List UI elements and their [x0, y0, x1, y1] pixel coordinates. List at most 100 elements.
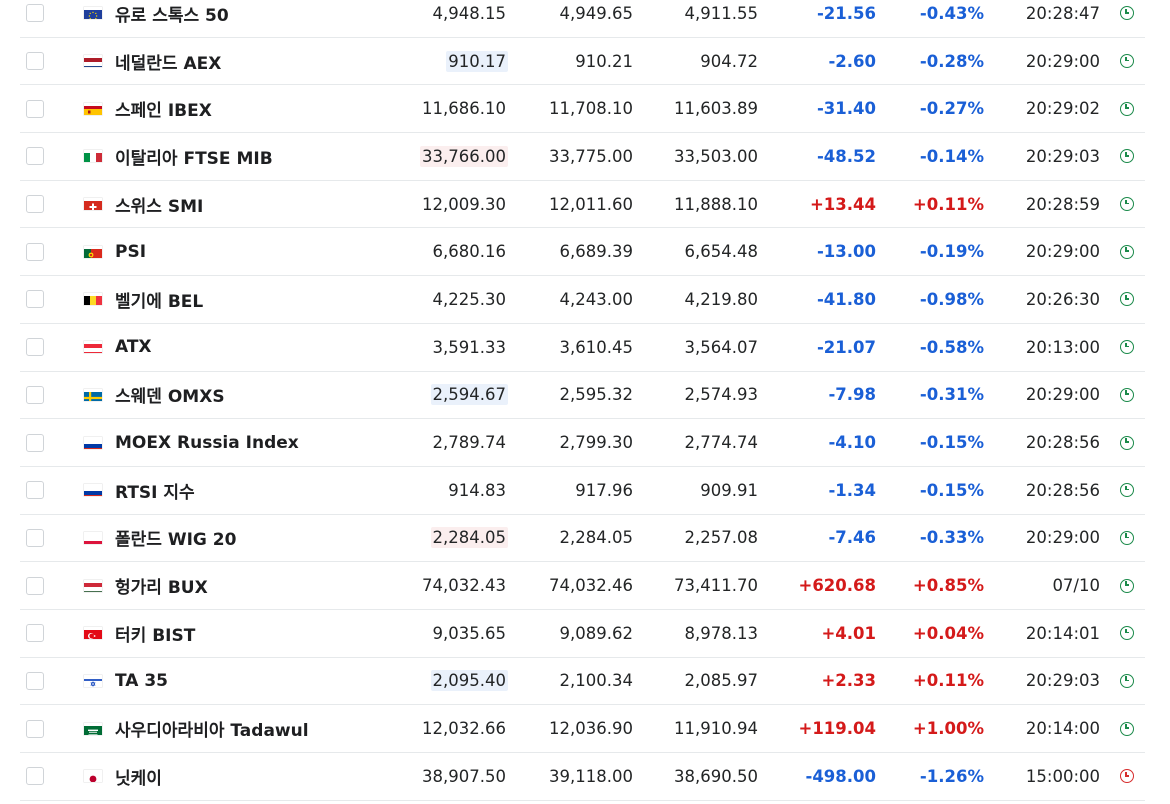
- table-row[interactable]: MOEX Russia Index 2,789.74 2,799.30 2,774.7…: [20, 419, 1145, 467]
- row-checkbox[interactable]: [26, 719, 44, 738]
- table-row[interactable]: 네덜란드 AEX 910.17 910.21 904.72 -2.60 -0.28% 20:…: [20, 38, 1145, 86]
- index-name-link[interactable]: 네덜란드 AEX: [115, 53, 222, 74]
- index-name-link[interactable]: 헝가리 BUX: [115, 578, 208, 599]
- change-percent: -0.28%: [919, 51, 984, 71]
- table-row[interactable]: ATX 3,591.33 3,610.45 3,564.07 -21.07 -0.58% 2…: [20, 324, 1145, 372]
- last-price-value: 38,907.50: [422, 766, 506, 786]
- high-price: 11,708.10: [549, 99, 633, 119]
- change-value: -13.00: [816, 242, 876, 262]
- change-percent: +0.04%: [912, 623, 984, 643]
- change-value: -21.07: [816, 337, 876, 357]
- index-name-link[interactable]: RTSI 지수: [115, 482, 195, 503]
- open-clock-icon: [1120, 435, 1134, 450]
- high-price: 2,595.32: [559, 385, 633, 405]
- high-price: 2,100.34: [559, 671, 633, 691]
- index-name-link[interactable]: PSI: [115, 241, 147, 262]
- row-checkbox[interactable]: [26, 767, 44, 786]
- row-checkbox-cell: [26, 610, 48, 657]
- table-row[interactable]: 유로 스톡스 50 4,948.15 4,949.65 4,911.55 -21.56 -…: [20, 0, 1145, 38]
- index-name-link[interactable]: 사우디아라비아 Tadawul: [115, 721, 309, 742]
- last-price: 2,594.67: [368, 372, 508, 419]
- row-checkbox[interactable]: [26, 290, 44, 309]
- index-name-link[interactable]: ATX: [115, 337, 152, 358]
- table-row[interactable]: 사우디아라비아 Tadawul 12,032.66 12,036.90 11,910.…: [20, 705, 1145, 753]
- table-row[interactable]: 스위스 SMI 12,009.30 12,011.60 11,888.10 +13.44…: [20, 181, 1145, 229]
- table-row[interactable]: 닛케이 38,907.50 39,118.00 38,690.50 -498.00 -1.…: [20, 753, 1145, 801]
- last-price: 910.17: [368, 38, 508, 85]
- table-row[interactable]: TA 35 2,095.40 2,100.34 2,085.97 +2.33 +0.11%…: [20, 658, 1145, 706]
- low-price: 4,911.55: [684, 3, 758, 23]
- flag-cell: [84, 753, 102, 800]
- index-name-link[interactable]: 터키 BIST: [115, 625, 196, 646]
- row-checkbox[interactable]: [26, 52, 44, 71]
- row-checkbox[interactable]: [26, 4, 44, 23]
- row-checkbox[interactable]: [26, 433, 44, 452]
- table-row[interactable]: 스웨덴 OMXS 2,594.67 2,595.32 2,574.93 -7.98 -0.…: [20, 372, 1145, 420]
- market-status-cell: [1120, 753, 1138, 800]
- high-price: 12,036.90: [549, 719, 633, 739]
- row-checkbox[interactable]: [26, 671, 44, 690]
- flag-cell: [84, 705, 102, 752]
- low-price: 38,690.50: [674, 766, 758, 786]
- index-name-link[interactable]: TA 35: [115, 670, 169, 691]
- high-price: 74,032.46: [549, 576, 633, 596]
- update-time: 20:29:03: [1025, 671, 1100, 691]
- update-time: 20:28:56: [1025, 480, 1100, 500]
- index-name-link[interactable]: 이탈리아 FTSE MIB: [115, 148, 273, 169]
- row-checkbox-cell: [26, 38, 48, 85]
- table-row[interactable]: RTSI 지수 914.83 917.96 909.91 -1.34 -0.15% 20:2…: [20, 467, 1145, 515]
- row-checkbox[interactable]: [26, 195, 44, 214]
- row-checkbox[interactable]: [26, 242, 44, 261]
- index-name-link[interactable]: 스위스 SMI: [115, 196, 204, 217]
- index-name-link[interactable]: 스웨덴 OMXS: [115, 387, 225, 408]
- change-percent: -0.27%: [919, 99, 984, 119]
- row-checkbox-cell: [26, 467, 48, 514]
- high-price: 33,775.00: [549, 146, 633, 166]
- index-name-link[interactable]: 스페인 IBEX: [115, 101, 212, 122]
- flag-cell: [84, 562, 102, 609]
- open-clock-icon: [1120, 149, 1134, 164]
- low-price: 3,564.07: [684, 337, 758, 357]
- row-checkbox[interactable]: [26, 338, 44, 357]
- table-row[interactable]: 헝가리 BUX 74,032.43 74,032.46 73,411.70 +620.6…: [20, 562, 1145, 610]
- hungary-flag: [84, 580, 102, 592]
- row-checkbox[interactable]: [26, 385, 44, 404]
- low-price: 2,085.97: [684, 671, 758, 691]
- index-name-link[interactable]: 유로 스톡스 50: [115, 5, 229, 26]
- sweden-flag: [84, 389, 102, 401]
- table-row[interactable]: 스페인 IBEX 11,686.10 11,708.10 11,603.89 -31.4…: [20, 85, 1145, 134]
- last-price-value: 6,680.16: [432, 242, 506, 262]
- last-price: 6,680.16: [368, 228, 508, 275]
- flag-cell: [84, 467, 102, 514]
- row-checkbox[interactable]: [26, 147, 44, 166]
- table-row[interactable]: 이탈리아 FTSE MIB 33,766.00 33,775.00 33,503.00…: [20, 133, 1145, 181]
- open-clock-icon: [1120, 292, 1134, 307]
- market-status-cell: [1120, 0, 1138, 37]
- index-name-link[interactable]: 폴란드 WIG 20: [115, 530, 237, 551]
- row-checkbox[interactable]: [26, 99, 44, 118]
- saudi-arabia-flag: [84, 723, 102, 735]
- last-price-value: 12,009.30: [422, 194, 506, 214]
- row-checkbox[interactable]: [26, 481, 44, 500]
- last-price: 4,948.15: [368, 0, 508, 37]
- row-checkbox[interactable]: [26, 576, 44, 595]
- change-percent: -0.43%: [919, 3, 984, 23]
- last-price-value: 74,032.43: [422, 576, 506, 596]
- open-clock-icon: [1120, 530, 1134, 545]
- index-name-link[interactable]: 벨기에 BEL: [115, 291, 204, 312]
- row-checkbox[interactable]: [26, 624, 44, 643]
- market-status-cell: [1120, 372, 1138, 419]
- table-row[interactable]: 터키 BIST 9,035.65 9,089.62 8,978.13 +4.01 +0.0…: [20, 610, 1145, 658]
- last-price: 38,907.50: [368, 753, 508, 800]
- open-clock-icon: [1120, 54, 1134, 69]
- table-row[interactable]: 벨기에 BEL 4,225.30 4,243.00 4,219.80 -41.80 -0.…: [20, 276, 1145, 324]
- table-row[interactable]: PSI 6,680.16 6,689.39 6,654.48 -13.00 -0.19% 2…: [20, 228, 1145, 277]
- change-value: -7.98: [828, 385, 876, 405]
- change-percent: -0.31%: [919, 385, 984, 405]
- row-checkbox[interactable]: [26, 528, 44, 547]
- change-percent: -0.58%: [919, 337, 984, 357]
- index-name-link[interactable]: MOEX Russia Index: [115, 432, 299, 453]
- index-name-link[interactable]: 닛케이: [115, 768, 162, 789]
- table-row[interactable]: 폴란드 WIG 20 2,284.05 2,284.05 2,257.08 -7.46 -…: [20, 515, 1145, 563]
- market-status-cell: [1120, 658, 1138, 705]
